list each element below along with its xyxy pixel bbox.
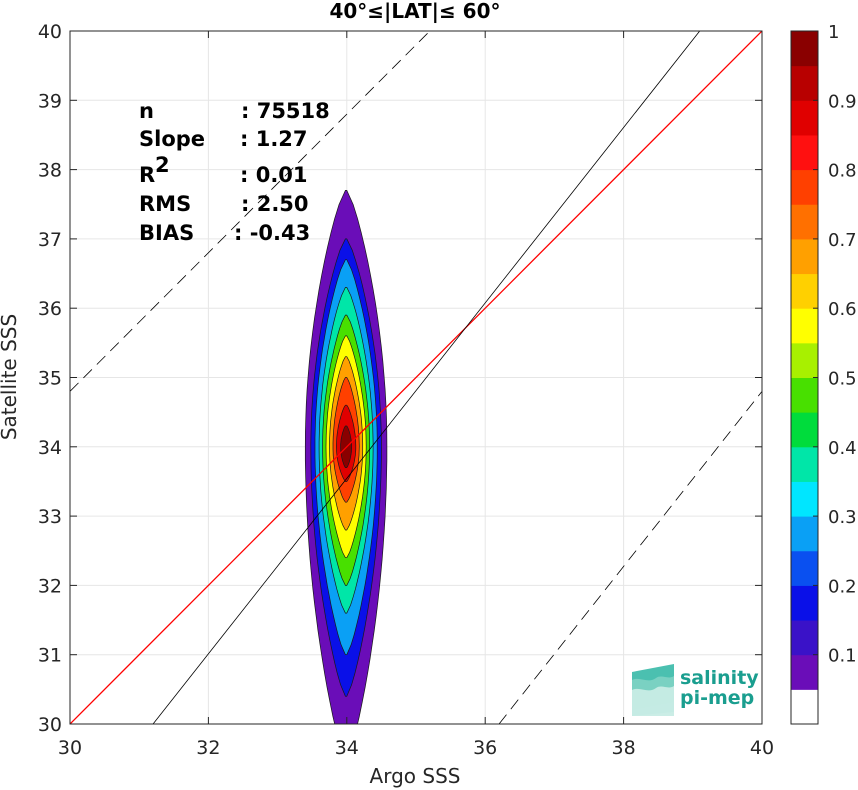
stat-value: : -0.43	[234, 221, 310, 245]
y-tick-label: 34	[38, 437, 62, 459]
colorbar-segment	[791, 550, 818, 586]
colorbar-segment	[791, 65, 818, 101]
y-tick-label: 39	[38, 90, 62, 112]
colorbar: 0.1 0.2 0.3 0.4 0.5 0.6 0.7 0.8 0.9 1	[790, 22, 857, 725]
y-tick-label: 33	[38, 506, 62, 528]
stat-value: : 0.01	[240, 163, 308, 187]
colorbar-tick-label: 0.1	[828, 646, 857, 667]
colorbar-segment	[791, 585, 818, 621]
stats-box: n : 75518 Slope : 1.27 R 2 : 0.01 RMS : 2.50 BIAS…	[139, 99, 330, 245]
colorbar-segment	[791, 169, 818, 205]
x-tick-label: 38	[612, 737, 636, 759]
x-axis-label: Argo SSS	[370, 764, 461, 788]
colorbar-segment	[791, 100, 818, 136]
colorbar-segment	[791, 342, 818, 378]
y-tick-label: 38	[38, 160, 62, 182]
colorbar-tick-label: 0.9	[828, 91, 857, 112]
colorbar-segment	[791, 516, 818, 552]
colorbar-segment	[791, 273, 818, 309]
x-tick-label: 40	[750, 737, 774, 759]
y-tick-label: 36	[38, 298, 62, 320]
y-tick-label: 37	[38, 229, 62, 251]
y-axis-ticks: 30 31 32 33 34 35 36 37 38 39 40	[38, 21, 762, 736]
colorbar-segment	[791, 481, 818, 517]
colorbar-tick-label: 0.5	[828, 369, 857, 390]
logo-icon	[632, 664, 674, 716]
salinity-pi-mep-logo: salinity pi-mep	[632, 664, 759, 716]
x-tick-label: 30	[58, 737, 82, 759]
stat-label: R	[139, 163, 155, 187]
y-tick-label: 40	[38, 21, 62, 43]
colorbar-tick-label: 0.8	[828, 161, 857, 182]
colorbar-segment	[791, 620, 818, 656]
logo-line1: salinity	[680, 667, 759, 689]
logo-line2: pi-mep	[680, 687, 754, 709]
density-contours	[304, 190, 388, 724]
y-tick-label: 35	[38, 368, 62, 390]
stat-label: Slope	[139, 127, 205, 151]
stat-value: : 75518	[241, 99, 330, 123]
x-tick-label: 32	[196, 737, 220, 759]
colorbar-segment	[791, 654, 818, 690]
stat-label: RMS	[139, 192, 191, 216]
x-axis-ticks: 30 32 34 36 38 40	[58, 31, 774, 759]
identity-line	[70, 31, 762, 724]
reference-lines	[70, 31, 762, 724]
y-tick-label: 32	[38, 575, 62, 597]
x-tick-label: 36	[473, 737, 497, 759]
upper-bound-line	[70, 31, 431, 392]
colorbar-segment	[791, 204, 818, 240]
y-tick-label: 31	[38, 645, 62, 667]
colorbar-tick-label: 0.2	[828, 576, 857, 597]
colorbar-segment	[791, 412, 818, 448]
chart-title: 40°≤|LAT|≤ 60°	[329, 0, 500, 23]
colorbar-tick-label: 0.6	[828, 299, 857, 320]
stat-label: BIAS	[139, 221, 194, 245]
stat-value: : 1.27	[240, 127, 308, 151]
x-tick-label: 34	[335, 737, 359, 759]
stat-value: : 2.50	[241, 192, 309, 216]
colorbar-segment	[791, 377, 818, 413]
y-axis-label: Satellite SSS	[0, 314, 21, 440]
colorbar-segment	[791, 308, 818, 344]
stat-label: n	[139, 99, 154, 123]
colorbar-segment	[791, 31, 818, 67]
stat-superscript: 2	[155, 153, 170, 177]
regression-line	[152, 31, 701, 724]
colorbar-tick-label: 0.4	[828, 438, 857, 459]
grid	[69, 30, 763, 725]
colorbar-tick-label: 0.7	[828, 230, 857, 251]
colorbar-segment	[791, 134, 818, 171]
lower-bound-line	[498, 391, 762, 724]
colorbar-tick-label: 0.3	[828, 507, 857, 528]
y-tick-label: 30	[38, 714, 62, 736]
colorbar-tick-label: 1	[828, 22, 839, 43]
colorbar-segment	[791, 689, 818, 725]
colorbar-segment	[791, 446, 818, 482]
colorbar-segment	[791, 238, 818, 275]
